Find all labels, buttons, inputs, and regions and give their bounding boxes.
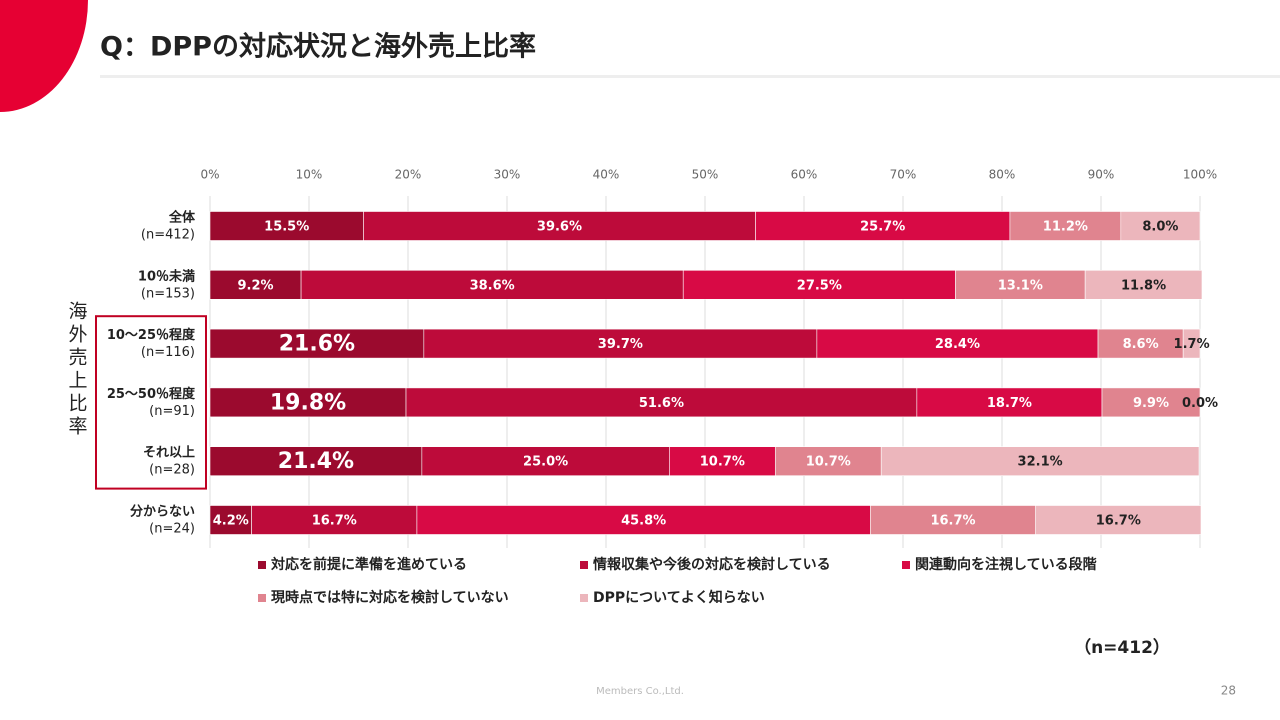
category-label: それ以上: [143, 446, 195, 461]
legend-swatch: [258, 594, 266, 602]
bar-segment: [916, 387, 1103, 418]
data-label: 39.6%: [537, 220, 582, 235]
data-label: 15.5%: [264, 220, 309, 235]
bar-segment: [209, 387, 407, 418]
data-label: 1.7%: [1174, 337, 1210, 352]
x-tick-label: 10%: [296, 168, 323, 182]
axis-label: 海外売上比率: [66, 301, 88, 439]
footer-company: Members Co.,Ltd.: [596, 686, 684, 697]
bar-segment: [1120, 211, 1201, 241]
data-label: 27.5%: [797, 278, 842, 293]
x-tick-label: 60%: [791, 168, 818, 182]
bar-segment: [251, 505, 418, 535]
data-label: 18.7%: [987, 396, 1032, 411]
data-label: 16.7%: [930, 514, 975, 529]
bar-segment: [363, 211, 756, 241]
x-tick-label: 20%: [395, 168, 422, 182]
bar-segment: [880, 446, 1200, 477]
sample-size: (n=28): [149, 463, 195, 478]
bar-segment: [209, 211, 364, 241]
sample-size: (n=24): [149, 522, 195, 537]
data-label: 25.0%: [523, 455, 568, 470]
category-label: 10％未満: [138, 268, 195, 284]
data-label: 39.7%: [598, 337, 643, 352]
data-label: 21.4%: [278, 449, 354, 474]
bar-segment: [209, 446, 423, 477]
data-label: 13.1%: [998, 278, 1043, 293]
data-label: 19.8%: [270, 390, 346, 415]
category-label: 分からない: [130, 504, 195, 520]
data-label: 8.0%: [1142, 220, 1178, 235]
x-tick-label: 80%: [989, 168, 1016, 182]
data-label: 32.1%: [1018, 455, 1063, 470]
highlight-box: [95, 315, 207, 490]
bar-segment: [682, 269, 956, 300]
x-tick-label: 30%: [494, 168, 521, 182]
sample-size: (n=153): [141, 286, 195, 301]
legend-swatch: [580, 561, 588, 569]
category-label: 10～25％程度: [107, 327, 196, 343]
bar-segment: [416, 505, 871, 535]
bar-segment: [669, 446, 776, 477]
bar-segment: [405, 387, 918, 418]
bar-segment: [1097, 328, 1184, 359]
bar-segment: [774, 446, 882, 477]
data-label: 16.7%: [1096, 514, 1141, 529]
x-tick-label: 0%: [200, 168, 219, 182]
x-tick-label: 40%: [593, 168, 620, 182]
data-label: 11.2%: [1043, 220, 1088, 235]
data-label: 38.6%: [470, 278, 515, 293]
legend-label: 対応を前提に準備を進めている: [270, 556, 467, 573]
data-label: 45.8%: [621, 514, 666, 529]
legend-label: 関連動向を注視している段階: [915, 556, 1097, 573]
bar-segment: [209, 505, 252, 535]
x-tick-label: 100%: [1183, 168, 1217, 182]
category-label: 全体: [168, 210, 196, 226]
page-number: 28: [1221, 684, 1236, 698]
data-label: 11.8%: [1121, 278, 1166, 293]
x-tick-label: 50%: [692, 168, 719, 182]
data-label: 21.6%: [279, 332, 355, 357]
bar-segment: [1182, 328, 1201, 359]
data-label: 8.6%: [1123, 337, 1159, 352]
bar-segment: [209, 269, 302, 300]
legend-swatch: [902, 561, 910, 569]
data-label: 25.7%: [860, 220, 905, 235]
data-label: 16.7%: [312, 514, 357, 529]
sample-size: (n=412): [141, 228, 195, 243]
legend-label: 情報収集や今後の対応を検討している: [593, 556, 831, 573]
data-label: 9.2%: [238, 278, 274, 293]
data-label: 10.7%: [806, 455, 851, 470]
bar-segment: [1101, 387, 1201, 418]
data-label: 4.2%: [213, 514, 249, 529]
legend-swatch: [258, 561, 266, 569]
bar-segment: [1084, 269, 1203, 300]
data-label: 0.0%: [1182, 396, 1218, 411]
legend-swatch: [580, 594, 588, 602]
slide-title: Q：DPPの対応状況と海外売上比率: [100, 31, 536, 63]
data-label: 9.9%: [1133, 396, 1169, 411]
category-label: 25～50％程度: [107, 386, 196, 402]
sample-note: （n=412）: [1074, 637, 1170, 658]
legend-label: 現時点では特に対応を検討していない: [271, 589, 509, 606]
bar-segment: [423, 328, 818, 359]
data-label: 10.7%: [700, 455, 745, 470]
bar-segment: [300, 269, 684, 300]
header-rule: [100, 75, 1280, 78]
bar-segment: [816, 328, 1099, 359]
sample-size: (n=91): [149, 404, 195, 419]
x-tick-label: 70%: [890, 168, 917, 182]
bar-segment: [1035, 505, 1202, 535]
bar-segment: [209, 328, 425, 359]
x-tick-label: 90%: [1088, 168, 1115, 182]
data-label: 51.6%: [639, 396, 684, 411]
sample-size: (n=116): [141, 345, 195, 360]
bar-segment: [421, 446, 670, 477]
legend-label: DPPについてよく知らない: [593, 589, 765, 606]
corner-decoration: [0, 0, 88, 112]
data-label: 28.4%: [935, 337, 980, 352]
